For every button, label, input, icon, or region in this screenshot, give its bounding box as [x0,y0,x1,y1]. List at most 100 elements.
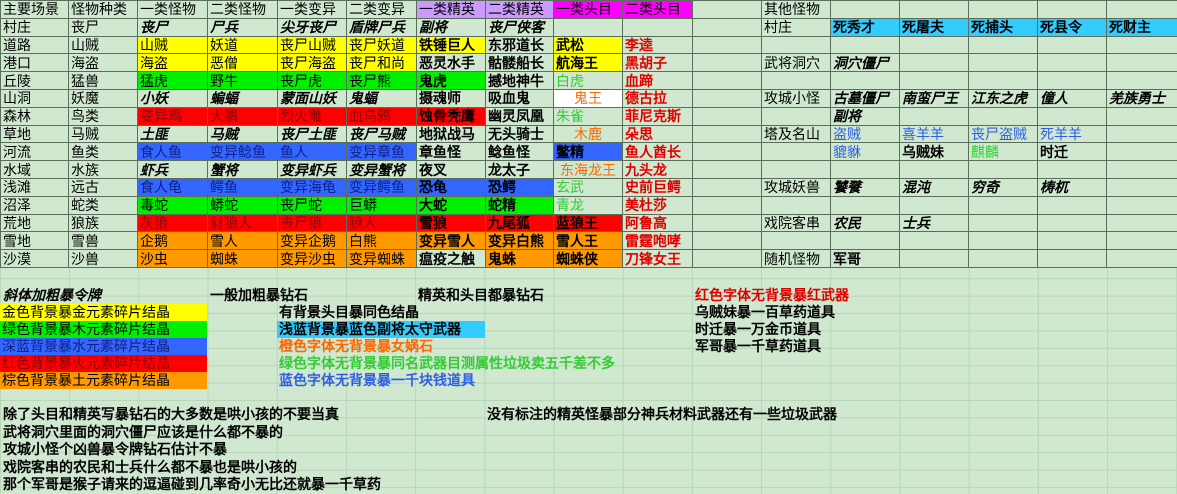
other-monster-cell[interactable] [1038,161,1107,179]
empty-cell[interactable] [693,1,762,19]
other-monster-cell[interactable] [969,214,1038,232]
other-monster-cell[interactable] [900,250,969,268]
monster-cell[interactable]: 丧尸蛇 [278,196,347,214]
monster-cell[interactable]: 猛虎 [138,72,208,90]
monster-cell[interactable]: 虾兵 [138,161,208,179]
other-monster-cell[interactable] [1107,214,1177,232]
scene-cell[interactable]: 河流 [1,143,69,161]
monster-cell[interactable]: 妖道 [208,36,278,54]
monster-cell[interactable]: 武松 [554,36,623,54]
other-monster-cell[interactable]: 乌贼妹 [900,143,969,161]
monster-cell[interactable]: 蝙蝠 [208,89,278,107]
other-monster-cell[interactable] [1107,143,1177,161]
other-monster-cell[interactable]: 饕餮 [831,178,900,196]
kind-cell[interactable]: 猛兽 [69,72,138,90]
other-monster-cell[interactable]: 洞穴僵尸 [831,54,900,72]
monster-cell[interactable]: 丧尸虎 [278,72,347,90]
other-monster-cell[interactable]: 貔貅 [831,143,900,161]
monster-cell[interactable]: 尖牙丧尸 [278,18,347,36]
other-monster-cell[interactable] [969,36,1038,54]
other-monster-cell[interactable] [1038,36,1107,54]
monster-cell[interactable]: 变异蟹将 [347,161,417,179]
other-label-cell[interactable] [762,36,831,54]
other-label-cell[interactable]: 其他怪物 [762,1,831,19]
other-monster-cell[interactable]: 死羊羊 [1038,125,1107,143]
other-label-cell[interactable] [762,143,831,161]
monster-cell[interactable]: 章鱼怪 [417,143,486,161]
monster-cell[interactable]: 幽灵凤凰 [486,107,554,125]
monster-cell[interactable]: 变异雪人 [417,232,486,250]
column-header[interactable]: 一类变异 [278,1,347,19]
monster-cell[interactable]: 骷髅船长 [486,54,554,72]
other-monster-cell[interactable] [831,196,900,214]
monster-cell[interactable]: 鳖精 [554,143,623,161]
kind-cell[interactable]: 山贼 [69,36,138,54]
empty-cell[interactable] [693,36,762,54]
monster-cell[interactable]: 巨蟒 [347,196,417,214]
other-monster-cell[interactable] [969,161,1038,179]
empty-cell[interactable] [693,125,762,143]
other-label-cell[interactable] [762,196,831,214]
other-monster-cell[interactable] [831,161,900,179]
other-monster-cell[interactable]: 丧尸盗贼 [969,125,1038,143]
monster-cell[interactable]: 朵思 [623,125,693,143]
monster-cell[interactable]: 盾牌尸兵 [347,18,417,36]
empty-cell[interactable] [693,72,762,90]
other-monster-cell[interactable] [1107,36,1177,54]
other-monster-cell[interactable] [1107,250,1177,268]
monster-cell[interactable]: 丧尸狼 [278,214,347,232]
monster-cell[interactable]: 白熊 [347,232,417,250]
monster-cell[interactable]: 变异沙虫 [278,250,347,268]
monster-cell[interactable]: 鬼虎 [417,72,486,90]
monster-cell[interactable]: 地狱战马 [417,125,486,143]
scene-cell[interactable]: 水域 [1,161,69,179]
monster-cell[interactable]: 恶灵水手 [417,54,486,72]
empty-cell[interactable] [693,178,762,196]
other-monster-cell[interactable]: 死屠夫 [900,18,969,36]
monster-cell[interactable]: 龙太子 [486,161,554,179]
monster-cell[interactable]: 朱雀 [554,107,623,125]
other-monster-cell[interactable] [900,1,969,19]
other-monster-cell[interactable] [969,54,1038,72]
monster-cell[interactable]: 恐龟 [417,178,486,196]
other-monster-cell[interactable]: 死县令 [1038,18,1107,36]
scene-cell[interactable]: 森林 [1,107,69,125]
kind-cell[interactable]: 水族 [69,161,138,179]
monster-cell[interactable]: 副将 [417,18,486,36]
monster-cell[interactable]: 丧尸 [138,18,208,36]
monster-cell[interactable]: 东海龙王 [554,161,623,179]
other-monster-cell[interactable] [900,161,969,179]
kind-cell[interactable]: 马贼 [69,125,138,143]
scene-cell[interactable]: 沼泽 [1,196,69,214]
monster-cell[interactable]: 狼人 [347,214,417,232]
monster-cell[interactable]: 鳄鱼 [208,178,278,196]
monster-cell[interactable]: 企鹅 [138,232,208,250]
monster-cell[interactable]: 变异海龟 [278,178,347,196]
other-monster-cell[interactable] [1038,1,1107,19]
monster-cell[interactable]: 灰狼 [138,214,208,232]
monster-cell[interactable]: 吸血鬼 [486,89,554,107]
kind-cell[interactable]: 海盗 [69,54,138,72]
monster-cell[interactable]: 航海王 [554,54,623,72]
monster-cell[interactable]: 黑胡子 [623,54,693,72]
empty-cell[interactable] [693,54,762,72]
other-monster-cell[interactable] [1038,54,1107,72]
monster-cell[interactable]: 山贼 [138,36,208,54]
kind-cell[interactable]: 雪兽 [69,232,138,250]
monster-cell[interactable]: 鬼王 [554,89,623,107]
kind-cell[interactable]: 远古 [69,178,138,196]
monster-cell[interactable]: 变异虾兵 [278,161,347,179]
monster-cell[interactable]: 白虎 [554,72,623,90]
monster-cell[interactable]: 丧尸马贼 [347,125,417,143]
other-monster-cell[interactable]: 军哥 [831,250,900,268]
kind-cell[interactable]: 丧尸 [69,18,138,36]
other-monster-cell[interactable]: 麒麟 [969,143,1038,161]
other-monster-cell[interactable] [1038,72,1107,90]
other-monster-cell[interactable] [900,232,969,250]
empty-cell[interactable] [693,107,762,125]
scene-cell[interactable]: 荒地 [1,214,69,232]
other-monster-cell[interactable] [969,196,1038,214]
monster-cell[interactable]: 雪人王 [554,232,623,250]
other-monster-cell[interactable]: 农民 [831,214,900,232]
kind-cell[interactable]: 鸟类 [69,107,138,125]
